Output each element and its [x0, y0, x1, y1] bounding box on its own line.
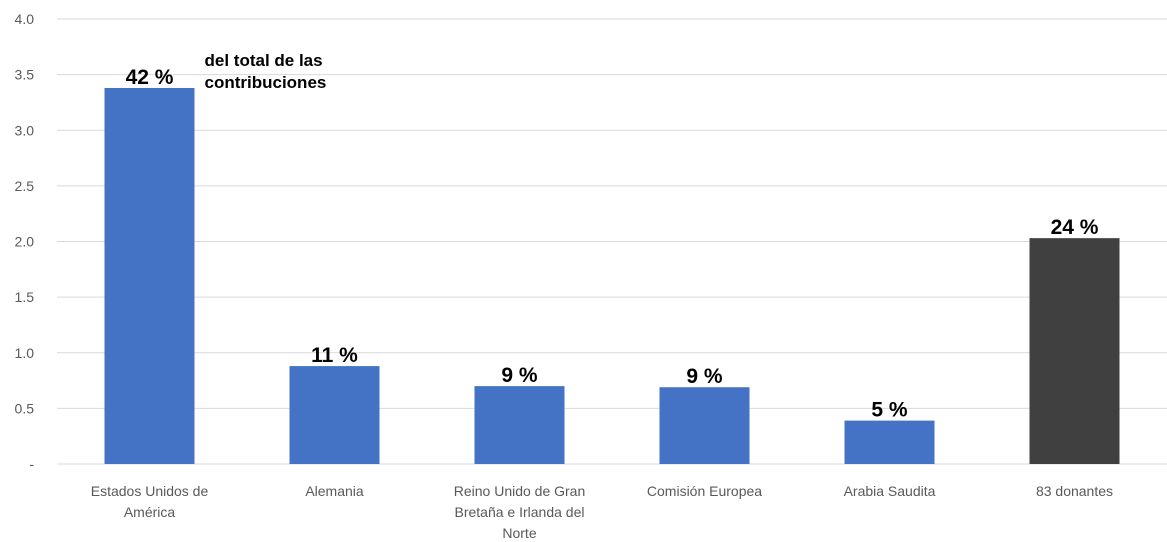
annotation-line: del total de las — [205, 51, 323, 70]
category-label-line: Comisión Europea — [647, 483, 762, 499]
x-axis-category-labels: Estados Unidos de América Alemania Reino Un… — [91, 483, 1113, 541]
y-tick-label: 3.5 — [15, 67, 35, 83]
category-label-line: América — [124, 504, 176, 520]
bar — [474, 386, 565, 464]
annotation-line: contribuciones — [205, 73, 327, 92]
data-label: 5 % — [871, 399, 908, 422]
bar — [104, 87, 195, 464]
category-label: Estados Unidos de América — [91, 483, 209, 520]
category-label: Reino Unido de Gran Bretaña e Irlanda del… — [454, 483, 586, 541]
category-label: Comisión Europea — [647, 483, 762, 499]
y-tick-label: 3.0 — [15, 122, 35, 138]
bar — [1029, 238, 1120, 464]
category-label-line: 83 donantes — [1036, 483, 1113, 499]
data-label: 42 % — [126, 66, 174, 89]
category-label: 83 donantes — [1036, 483, 1113, 499]
data-label: 9 % — [501, 364, 538, 387]
y-axis-tick-labels: - 0.5 1.0 1.5 2.0 2.5 3.0 3.5 4.0 — [15, 11, 35, 472]
bar — [844, 420, 935, 464]
data-labels: 42 % 11 % 9 % 9 % 5 % 24 % — [126, 66, 1099, 422]
annotation-text: del total de las contribuciones — [205, 51, 327, 92]
bar — [289, 366, 380, 464]
data-label: 9 % — [686, 365, 723, 388]
category-label-line: Reino Unido de Gran — [454, 483, 586, 499]
bar — [659, 387, 750, 464]
y-tick-label: 1.5 — [15, 289, 35, 305]
gridlines — [57, 18, 1167, 465]
category-label-line: Arabia Saudita — [844, 483, 936, 499]
category-label-line: Alemania — [305, 483, 364, 499]
category-label: Arabia Saudita — [844, 483, 936, 499]
category-label-line: Estados Unidos de — [91, 483, 209, 499]
data-label: 11 % — [311, 344, 358, 367]
category-label-line: Norte — [502, 525, 536, 541]
y-tick-label: 2.0 — [15, 234, 35, 250]
category-label: Alemania — [305, 483, 364, 499]
y-tick-label: - — [29, 456, 34, 472]
y-tick-label: 2.5 — [15, 178, 35, 194]
annotation: del total de las contribuciones — [205, 51, 327, 92]
y-tick-label: 0.5 — [15, 400, 35, 416]
category-label-line: Bretaña e Irlanda del — [455, 504, 585, 520]
bars — [104, 87, 1120, 464]
y-tick-label: 4.0 — [15, 11, 35, 27]
data-label: 24 % — [1051, 216, 1099, 239]
y-tick-label: 1.0 — [15, 345, 35, 361]
